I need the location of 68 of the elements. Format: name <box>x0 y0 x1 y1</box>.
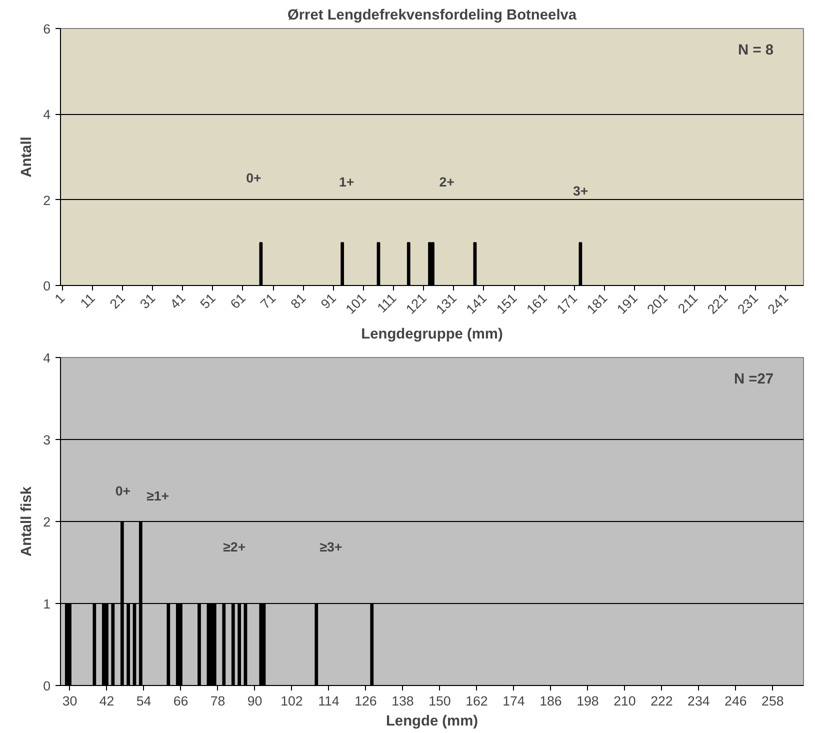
y-tick-label: 2 <box>43 514 51 530</box>
x-tick-label: 31 <box>137 290 158 312</box>
x-tick-label: 210 <box>614 694 636 708</box>
x-tick-label: 131 <box>433 290 460 317</box>
y-tick-label: 0 <box>43 278 51 294</box>
chart-title: Ørret Lengdefrekvensfordeling Botneelva <box>287 8 578 24</box>
x-tick-label: 21 <box>106 290 128 312</box>
x-tick-label: 171 <box>554 290 580 317</box>
annotation: 3+ <box>573 184 588 199</box>
x-tick-label: 138 <box>392 694 414 708</box>
annotation: ≥1+ <box>146 488 170 504</box>
y-tick-label: 3 <box>43 432 51 448</box>
x-tick-label: 41 <box>167 290 188 312</box>
x-tick-label: 81 <box>288 290 309 312</box>
y-tick-label: 2 <box>43 192 51 208</box>
x-tick-label: 78 <box>210 694 226 708</box>
x-tick-label: 174 <box>502 694 526 708</box>
y-tick-label: 4 <box>43 107 52 122</box>
x-tick-label: 66 <box>173 694 188 708</box>
x-tick-label: 102 <box>280 694 303 708</box>
x-tick-label: 151 <box>493 290 520 317</box>
x-tick-label: 30 <box>62 694 78 708</box>
annotation: N = 8 <box>738 42 774 58</box>
y-axis-title: Antall fisk <box>19 486 36 557</box>
y-axis-title: Antall <box>19 136 36 178</box>
y-tick-label: 6 <box>43 22 51 36</box>
y-tick-label: 0 <box>43 678 51 694</box>
x-tick-label: 150 <box>428 694 451 708</box>
x-tick-label: 198 <box>576 694 599 708</box>
x-tick-label: 54 <box>136 694 152 708</box>
x-tick-label: 231 <box>734 290 761 317</box>
x-tick-label: 234 <box>688 694 710 708</box>
y-tick-label: 1 <box>43 596 51 612</box>
x-tick-label: 186 <box>540 694 562 708</box>
x-tick-label: 121 <box>403 290 430 317</box>
x-tick-label: 181 <box>584 290 610 317</box>
x-tick-label: 91 <box>318 290 339 312</box>
annotation: 0+ <box>115 483 131 498</box>
x-tick-label: 258 <box>762 694 784 708</box>
y-tick-label: 4 <box>43 350 52 366</box>
x-tick-label: 211 <box>675 290 701 316</box>
x-tick-label: 222 <box>650 694 673 708</box>
x-axis-title: Lengde (mm) <box>386 714 478 730</box>
x-tick-label: 90 <box>247 694 262 708</box>
annotation: ≥3+ <box>320 539 342 554</box>
annotation: 0+ <box>246 170 262 186</box>
x-tick-label: 141 <box>463 290 490 317</box>
annotation: N =27 <box>734 372 774 388</box>
x-tick-label: 114 <box>318 694 340 708</box>
x-tick-label: 221 <box>704 290 731 317</box>
x-tick-label: 11 <box>77 290 98 311</box>
x-tick-label: 111 <box>374 290 400 316</box>
x-tick-label: 246 <box>724 694 747 708</box>
x-tick-label: 201 <box>644 290 671 317</box>
annotation: 1+ <box>338 174 354 190</box>
x-tick-label: 42 <box>99 694 114 708</box>
x-tick-label: 101 <box>342 290 370 317</box>
x-tick-label: 161 <box>524 290 550 317</box>
x-axis-title: Lengdegruppe (mm) <box>361 326 503 342</box>
x-tick-label: 126 <box>354 694 377 708</box>
annotation: 2+ <box>439 174 455 190</box>
x-tick-label: 71 <box>258 290 279 312</box>
annotation: ≥2+ <box>223 539 246 554</box>
x-tick-label: 61 <box>227 290 249 312</box>
x-tick-label: 51 <box>197 290 218 312</box>
x-tick-label: 191 <box>614 290 640 317</box>
x-tick-label: 241 <box>764 290 792 317</box>
x-tick-label: 162 <box>466 694 488 708</box>
